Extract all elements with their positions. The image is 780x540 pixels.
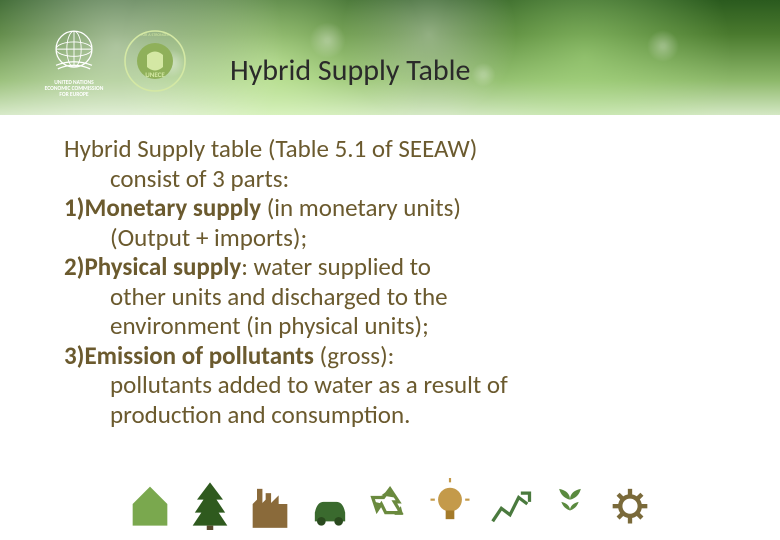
item-2-rest1: : water supplied to	[241, 251, 431, 282]
unece-logo: UNECE FOR A STRONGER	[124, 30, 186, 92]
svg-text:FOR A STRONGER: FOR A STRONGER	[141, 33, 170, 38]
item-1-rest1: (in monetary units)	[261, 192, 461, 223]
bulb-icon	[427, 478, 473, 530]
gear-icon	[607, 478, 653, 530]
intro-line2: consist of 3 parts:	[64, 164, 730, 194]
car-icon	[307, 478, 353, 530]
item-3-rest2: pollutants added to water as a result of	[64, 370, 730, 400]
un-emblem-icon	[47, 24, 101, 78]
content-body: Hybrid Supply table (Table 5.1 of SEEAW)…	[64, 134, 730, 429]
item-2-rest3: environment (in physical units);	[64, 311, 730, 341]
item-2-rest2: other units and discharged to the	[64, 282, 730, 312]
un-label-3: FOR EUROPE	[45, 92, 104, 98]
svg-text:UNECE: UNECE	[145, 70, 165, 79]
item-1-rest2: (Output + imports);	[64, 223, 730, 253]
intro-line1: Hybrid Supply table (Table 5.1 of SEEAW)	[64, 133, 477, 164]
unece-badge-icon: UNECE FOR A STRONGER	[124, 30, 186, 92]
house-icon	[127, 478, 173, 530]
item-1-marker: 1)	[64, 192, 84, 223]
plant-icon	[547, 478, 593, 530]
item-3-marker: 3)	[64, 340, 84, 371]
footer-icon-row	[127, 478, 653, 530]
un-logo: UNITED NATIONS ECONOMIC COMMISSION FOR E…	[42, 24, 106, 98]
item-3-rest3: production and consumption.	[64, 400, 730, 430]
tree-icon	[187, 478, 233, 530]
item-3-lead: Emission of pollutants	[84, 340, 313, 371]
factory-icon	[247, 478, 293, 530]
recycle-icon	[367, 478, 413, 530]
chart-icon	[487, 478, 533, 530]
slide-title: Hybrid Supply Table	[230, 52, 470, 89]
item-2-marker: 2)	[64, 251, 84, 282]
item-1-lead: Monetary supply	[84, 192, 261, 223]
item-3-rest1: (gross):	[314, 340, 394, 371]
logo-group: UNITED NATIONS ECONOMIC COMMISSION FOR E…	[42, 24, 186, 98]
item-2-lead: Physical supply	[84, 251, 241, 282]
